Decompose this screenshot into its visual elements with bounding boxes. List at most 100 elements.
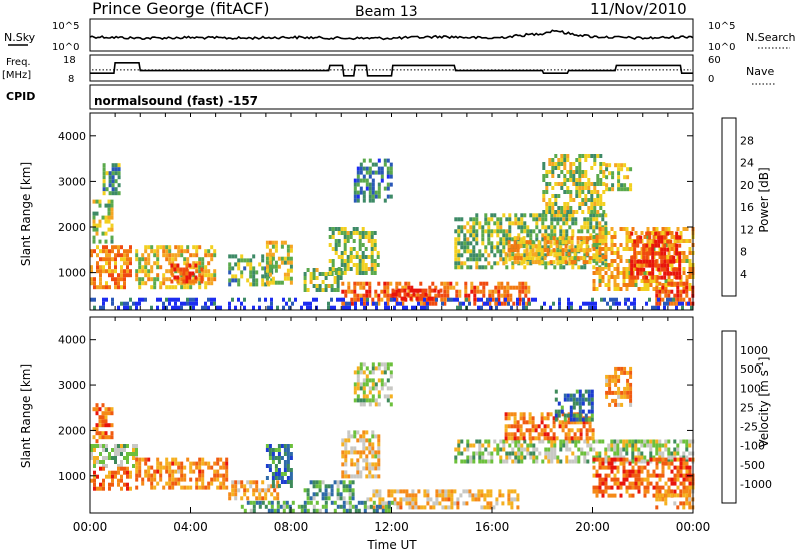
power-cell <box>138 265 142 270</box>
power-cell <box>234 278 238 283</box>
power-cell <box>579 256 583 261</box>
velocity-cell <box>579 436 583 441</box>
power-cell <box>359 170 363 175</box>
power-cell <box>569 190 573 194</box>
power-cell <box>602 190 606 194</box>
velocity-cell <box>637 473 641 478</box>
velocity-cell <box>584 417 588 422</box>
power-cell <box>529 233 533 238</box>
velocity-cell <box>685 459 689 464</box>
velocity-cell <box>405 501 409 506</box>
power-cell <box>303 284 307 288</box>
power-cell <box>595 261 599 266</box>
power-cell <box>126 249 129 254</box>
power-cell <box>578 186 582 190</box>
power-cell <box>568 261 572 266</box>
velocity-cell <box>98 407 102 412</box>
velocity-cell <box>526 443 530 448</box>
power-cell <box>490 265 494 270</box>
power-cell <box>623 175 627 180</box>
power-cell <box>384 301 387 306</box>
date-label: 11/Nov/2010 <box>590 0 687 18</box>
power-cell <box>583 217 587 222</box>
velocity-cell <box>156 457 160 462</box>
power-cell <box>678 255 682 260</box>
power-cell <box>123 305 126 310</box>
velocity-cell <box>210 465 214 470</box>
power-cell <box>365 166 369 171</box>
velocity-cell <box>616 451 620 456</box>
velocity-cell <box>371 382 375 387</box>
power-cell <box>649 283 653 287</box>
velocity-cell <box>484 447 488 452</box>
power-cell <box>515 285 519 290</box>
power-cell <box>531 252 535 257</box>
power-cell <box>99 249 102 254</box>
power-cell <box>520 217 524 222</box>
power-cell <box>472 217 476 222</box>
velocity-cell <box>532 443 536 448</box>
velocity-cell <box>640 451 644 456</box>
power-cell <box>663 243 667 248</box>
power-cell <box>657 235 661 240</box>
power-cell <box>359 285 363 290</box>
velocity-cell <box>610 477 614 482</box>
velocity-cell <box>362 394 366 399</box>
power-cell <box>549 252 553 257</box>
power-cell <box>604 221 608 226</box>
power-cell <box>589 213 593 218</box>
power-cell <box>472 221 476 226</box>
velocity-cell <box>552 424 556 429</box>
velocity-cell <box>375 493 379 498</box>
power-cell <box>654 231 658 236</box>
velocity-cell <box>277 476 281 480</box>
power-cell <box>96 265 99 270</box>
power-cell <box>661 297 665 302</box>
power-cell <box>434 301 438 306</box>
velocity-cell <box>132 464 135 468</box>
velocity-cell <box>637 455 641 460</box>
velocity-cell <box>616 481 620 486</box>
cpid-panel-frame <box>89 84 694 110</box>
power-cell <box>575 158 579 162</box>
velocity-cell <box>611 398 615 403</box>
power-cell <box>274 244 278 249</box>
velocity-cell <box>549 436 553 441</box>
power-cell <box>593 206 597 210</box>
power-cell <box>505 233 509 238</box>
velocity-cell <box>371 366 375 371</box>
power-cell <box>478 257 482 262</box>
velocity-cell <box>423 493 427 498</box>
velocity-cell <box>377 446 381 451</box>
power-cell <box>349 251 353 255</box>
power-cell <box>553 241 557 246</box>
power-cell <box>655 289 659 294</box>
power-cell <box>373 239 377 243</box>
velocity-cell <box>481 459 485 464</box>
power-cell <box>617 167 621 172</box>
power-cell <box>667 275 671 279</box>
velocity-cell <box>347 438 351 443</box>
velocity-cell <box>480 489 484 494</box>
power-cell <box>628 279 632 283</box>
power-cell <box>481 241 485 246</box>
power-cell <box>191 271 195 276</box>
power-cell <box>331 235 335 239</box>
power-cell <box>185 275 189 280</box>
velocity-cell <box>327 492 331 497</box>
velocity-cell <box>610 465 614 470</box>
velocity-cell <box>553 447 557 452</box>
power-cell <box>168 249 172 254</box>
velocity-cell <box>528 412 532 417</box>
velocity-cell <box>534 436 538 441</box>
velocity-cell <box>587 409 591 414</box>
velocity-cell <box>371 386 375 391</box>
power-cell <box>421 288 425 293</box>
power-cell <box>180 281 184 286</box>
power-cell <box>371 198 375 203</box>
velocity-cell <box>622 439 626 444</box>
power-cell <box>485 281 489 286</box>
velocity-cell <box>159 461 163 466</box>
velocity-cell <box>274 472 278 476</box>
velocity-cell <box>333 500 337 505</box>
